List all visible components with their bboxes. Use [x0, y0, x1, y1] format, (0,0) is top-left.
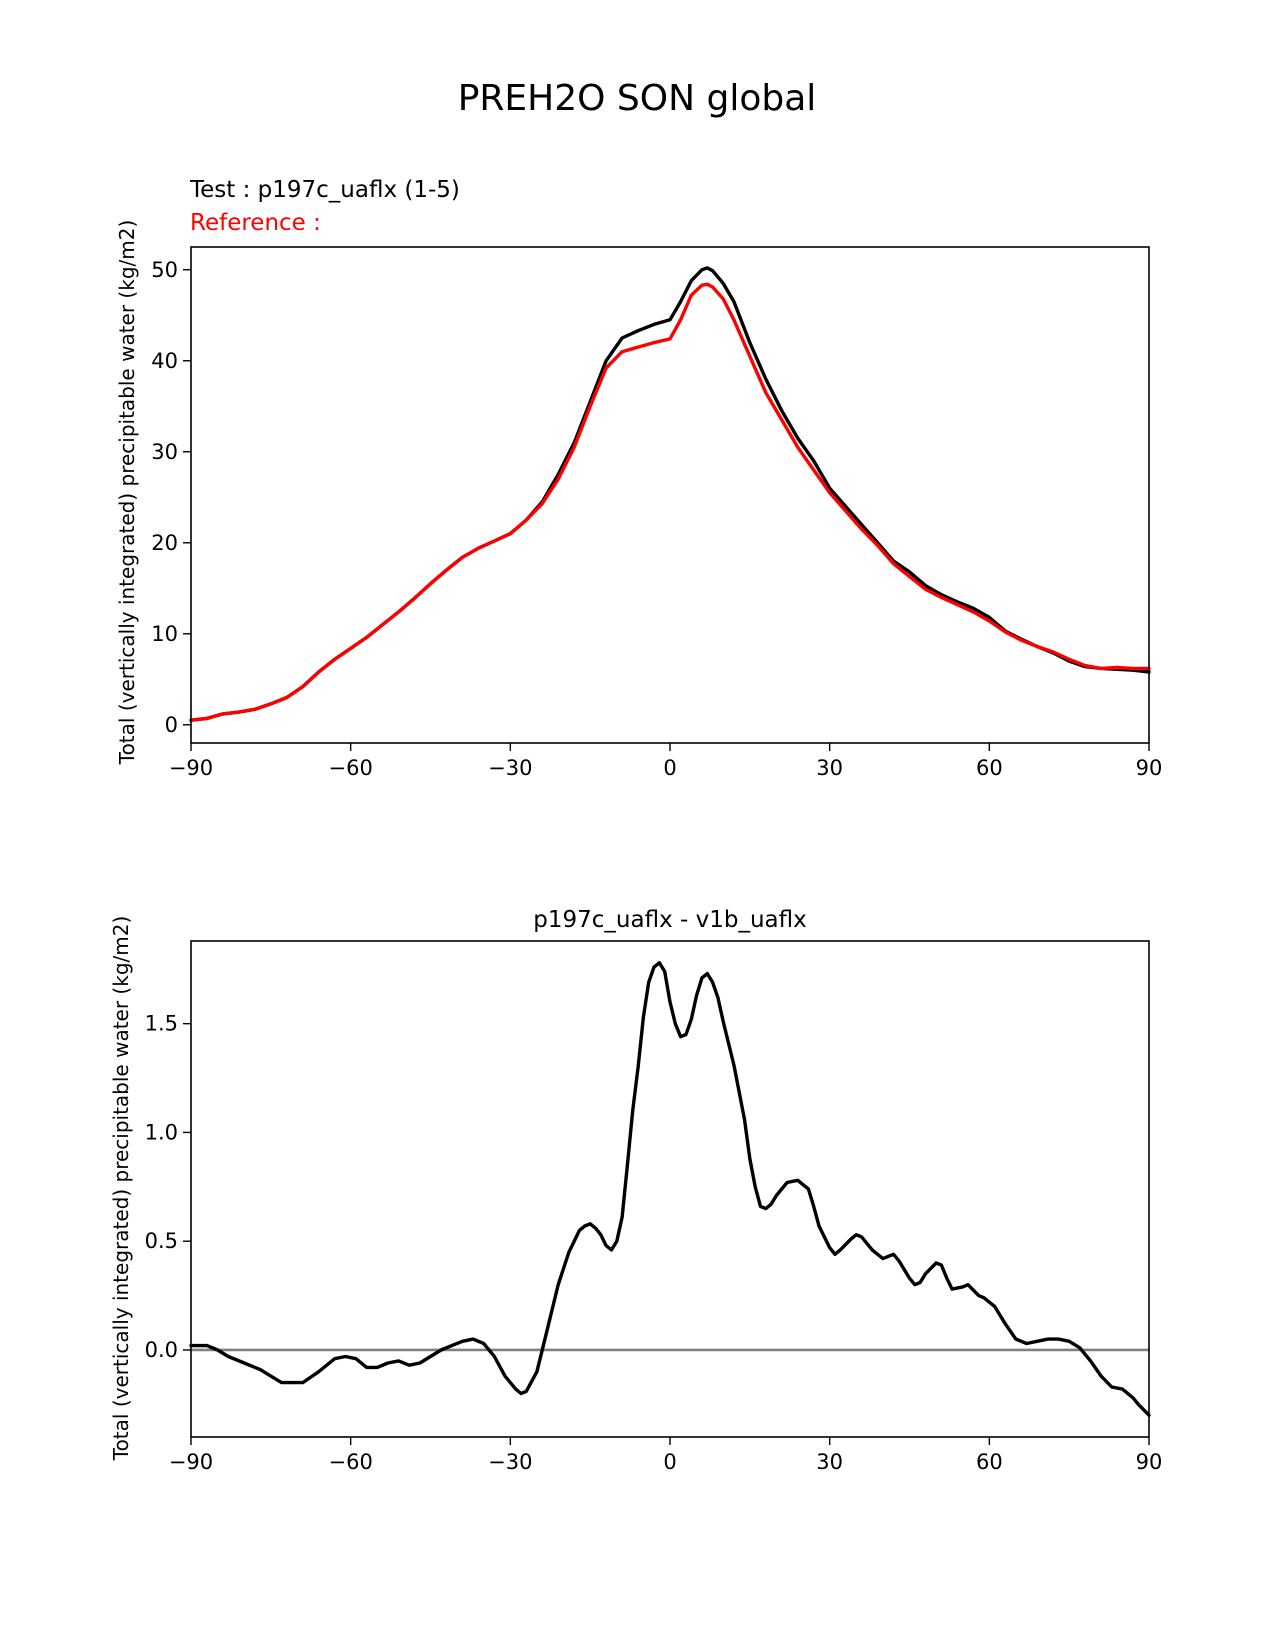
bottom-series-difference-line	[189, 961, 1151, 1417]
top-y-axis-label: Total (vertically integrated) precipitab…	[115, 220, 139, 766]
top-panel: Test : p197c_uaflx (1-5) Reference : Tot…	[115, 177, 1162, 780]
bottom-x-tick-label: 90	[1136, 1450, 1163, 1474]
figure-title: PREH2O SON global	[458, 78, 817, 119]
bottom-x-tick-label: −60	[329, 1450, 373, 1474]
bottom-chart-title: p197c_uaflx - v1b_uaflx	[533, 907, 806, 933]
top-x-tick-label: −90	[169, 756, 213, 780]
top-ticks: −90 −60 −30 0 30 60 90 0 10 20 30 40 50	[151, 258, 1162, 780]
top-y-tick-label: 30	[151, 440, 178, 464]
bottom-y-tick-label: 1.0	[145, 1120, 178, 1144]
bottom-panel: p197c_uaflx - v1b_uaflx Total (verticall…	[109, 907, 1162, 1474]
test-label: Test : p197c_uaflx (1-5)	[189, 177, 460, 203]
bottom-x-tick-label: −90	[169, 1450, 213, 1474]
top-y-tick-label: 0	[165, 713, 178, 737]
bottom-y-tick-label: 0.0	[145, 1338, 178, 1362]
bottom-x-tick-label: 30	[816, 1450, 843, 1474]
top-plot-frame	[190, 246, 1150, 744]
top-y-tick-label: 20	[151, 531, 178, 555]
top-x-tick-label: 60	[976, 756, 1003, 780]
bottom-x-tick-label: 60	[976, 1450, 1003, 1474]
top-x-tick-label: 0	[663, 756, 676, 780]
bottom-ticks: −90 −60 −30 0 30 60 90 0.0 0.5 1.0 1.5	[145, 1012, 1163, 1474]
top-x-tick-label: −30	[488, 756, 532, 780]
bottom-x-tick-label: −30	[488, 1450, 532, 1474]
bottom-plot-frame	[190, 940, 1150, 1438]
bottom-series-group	[189, 961, 1151, 1417]
bottom-x-tick-label: 0	[663, 1450, 676, 1474]
top-x-tick-label: −60	[329, 756, 373, 780]
top-series-reference-line	[189, 282, 1151, 722]
top-x-tick-label: 30	[816, 756, 843, 780]
bottom-y-axis-label: Total (vertically integrated) precipitab…	[109, 916, 133, 1462]
bottom-y-tick-label: 1.5	[145, 1012, 178, 1036]
reference-label: Reference :	[190, 210, 321, 236]
top-series-group	[189, 266, 1151, 722]
bottom-y-tick-label: 0.5	[145, 1229, 178, 1253]
top-x-tick-label: 90	[1136, 756, 1163, 780]
top-y-tick-label: 50	[151, 258, 178, 282]
top-y-tick-label: 40	[151, 349, 178, 373]
top-y-tick-label: 10	[151, 622, 178, 646]
